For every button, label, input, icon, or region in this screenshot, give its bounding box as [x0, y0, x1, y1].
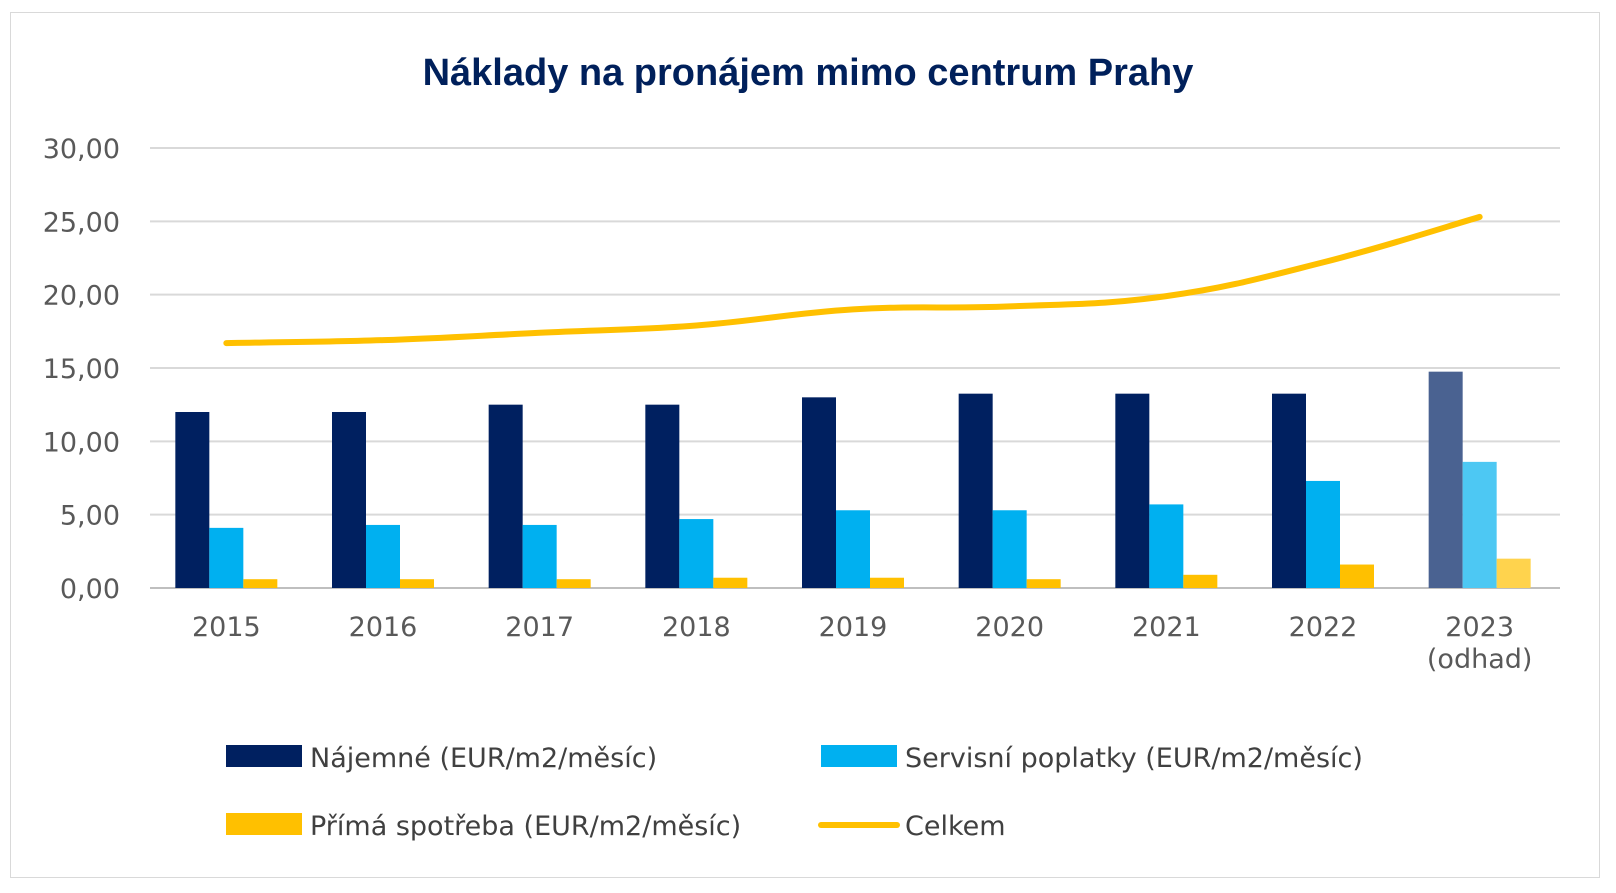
bar-najemne [1428, 371, 1463, 588]
gridlines [150, 147, 1560, 589]
legend-swatch [226, 813, 302, 835]
bar-najemne [645, 404, 680, 588]
legend-swatch [821, 745, 897, 767]
legend-swatch [226, 745, 302, 767]
bar-prima-spotreba [1496, 558, 1531, 588]
legend-label: Celkem [905, 811, 1006, 842]
legend-label: Přímá spotřeba (EUR/m2/měsíc) [310, 811, 741, 842]
total-line [223, 213, 1483, 347]
y-tick-label: 5,00 [60, 501, 120, 532]
x-tick-label: 2022 [1289, 612, 1358, 643]
bar-najemne [332, 412, 366, 588]
y-tick-label: 10,00 [43, 427, 120, 458]
x-tick-label: 2016 [349, 612, 418, 643]
chart-title: Náklady na pronájem mimo centrum Prahy [422, 52, 1194, 94]
bar-servisni-poplatky [366, 524, 400, 588]
bar-prima-spotreba [713, 577, 748, 588]
y-axis-ticks: 0,00 5,00 10,00 15,00 20,00 25,00 30,00 [43, 134, 120, 605]
bar-servisni-poplatky [522, 524, 557, 588]
y-tick-label: 30,00 [43, 134, 120, 165]
x-tick-label: 2021 [1132, 612, 1201, 643]
bar-prima-spotreba [400, 579, 434, 588]
bar-servisni-poplatky [679, 519, 714, 588]
bar-najemne [488, 404, 523, 588]
x-tick-label: 2015 [192, 612, 261, 643]
x-tick-label: 2020 [975, 612, 1044, 643]
bar-najemne [1272, 393, 1306, 588]
bar-prima-spotreba [243, 579, 278, 588]
x-axis-ticks: 2015 2016 2017 2018 2019 2020 2021 2022 2023 (odh… [192, 612, 1532, 675]
x-tick-label: 2017 [505, 612, 574, 643]
legend: Nájemné (EUR/m2/měsíc) Servisní poplatky … [226, 743, 1363, 842]
bar-najemne [175, 412, 210, 588]
y-tick-label: 0,00 [60, 574, 120, 605]
bar-prima-spotreba [1026, 579, 1061, 588]
x-tick-label: 2019 [819, 612, 888, 643]
bar-prima-spotreba [1340, 564, 1374, 588]
bar-servisni-poplatky [1149, 504, 1184, 588]
bar-najemne [958, 393, 993, 588]
bar-servisni-poplatky [992, 510, 1027, 588]
bar-servisni-poplatky [1306, 480, 1340, 588]
bar-prima-spotreba [870, 577, 904, 588]
bar-servisni-poplatky [1462, 461, 1497, 588]
bar-servisni-poplatky [209, 527, 244, 588]
bar-prima-spotreba [556, 579, 591, 588]
legend-label: Nájemné (EUR/m2/měsíc) [310, 743, 657, 774]
bar-prima-spotreba [1183, 574, 1218, 588]
y-tick-label: 20,00 [43, 281, 120, 312]
x-tick-label: 2023 (odhad) [1427, 612, 1533, 675]
y-tick-label: 15,00 [43, 354, 120, 385]
legend-label: Servisní poplatky (EUR/m2/měsíc) [905, 743, 1363, 774]
y-tick-label: 25,00 [43, 207, 120, 238]
bar-servisni-poplatky [836, 510, 870, 588]
bars [175, 371, 1531, 588]
x-tick-label: 2018 [662, 612, 731, 643]
line-celkem [223, 213, 1483, 347]
bar-najemne [802, 397, 836, 588]
bar-najemne [1115, 393, 1150, 588]
